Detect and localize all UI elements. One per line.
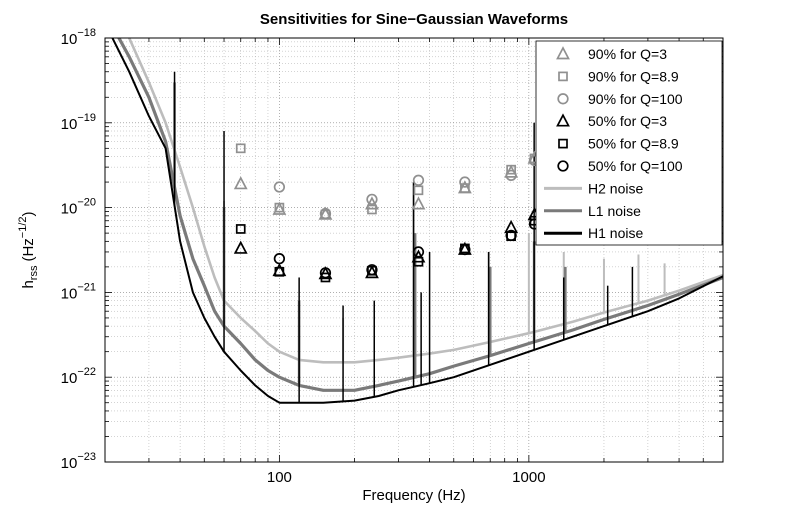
90pct-for-q-100-point <box>505 169 517 182</box>
legend-label: H2 noise <box>588 180 643 196</box>
y-tick-label: 10−23 <box>61 451 96 472</box>
plot-area <box>111 38 723 404</box>
50pct-for-q-100-point <box>273 253 286 265</box>
y-axis-label: hrss (Hz−1/2) <box>17 211 40 288</box>
90pct-for-q-100-point <box>319 207 332 220</box>
90pct-for-q-8-9-point <box>235 143 246 154</box>
50pct-for-q-100-point <box>459 243 471 256</box>
legend-square-swatch <box>558 138 568 149</box>
y-tick-base: 10 <box>61 31 78 48</box>
legend-item: 50% for Q=3 <box>556 113 667 129</box>
y-tick-base: 10 <box>61 370 78 387</box>
90pct-for-q-8-9-point <box>506 164 516 175</box>
legend-item: 50% for Q=100 <box>557 158 683 174</box>
x-axis-label: Frequency (Hz) <box>362 487 465 504</box>
legend-label: H1 noise <box>588 225 643 241</box>
y-tick-exponent: −18 <box>77 27 96 39</box>
90pct-for-q-8-9-point <box>460 183 470 193</box>
y-label-exp: −1/2 <box>17 216 29 238</box>
legend-item: 90% for Q=8.9 <box>558 68 679 84</box>
50pct-for-q-8-9-point <box>320 272 331 283</box>
y-tick-base: 10 <box>61 116 78 133</box>
90pct-for-q-100-point <box>273 181 286 193</box>
y-label-sub: rss <box>28 265 40 280</box>
90pct-for-q-3-point <box>411 196 426 210</box>
legend: 90% for Q=3 90% for Q=8.9 90% for Q=100 50%… <box>535 40 723 246</box>
plot-frame <box>104 37 724 463</box>
legend-label: 50% for Q=100 <box>588 158 683 174</box>
legend-label: L1 noise <box>588 203 641 219</box>
50pct-for-q-100-point <box>366 264 378 276</box>
90pct-for-q-8-9-point <box>274 202 285 213</box>
y-label-close: ) <box>20 211 37 216</box>
90pct-for-q-8-9-point <box>367 204 377 215</box>
50pct-for-q-100-series <box>273 218 541 279</box>
50pct-for-q-100-point <box>412 246 425 258</box>
legend-triangle-swatch <box>556 46 570 60</box>
legend-item: 90% for Q=100 <box>557 91 683 107</box>
y-tick-exponent: −21 <box>77 281 96 293</box>
legend-item: H2 noise <box>544 180 643 196</box>
50pct-for-q-8-9-point <box>274 266 285 277</box>
y-tick-exponent: −20 <box>77 197 96 209</box>
y-tick-base: 10 <box>61 201 78 218</box>
90pct-for-q-3-point <box>233 176 248 190</box>
90pct-for-q-100-series <box>273 154 541 220</box>
legend-label: 90% for Q=8.9 <box>588 68 679 84</box>
y-tick-exponent: −22 <box>77 366 96 378</box>
y-tick-label: 10−18 <box>61 27 96 48</box>
x-tick-label: 100 <box>267 469 292 486</box>
y-tick-label: 10−21 <box>61 281 96 302</box>
legend-triangle-swatch <box>556 113 570 127</box>
y-tick-label: 10−20 <box>61 197 96 218</box>
legend-item: 90% for Q=3 <box>556 46 667 62</box>
legend-item: 50% for Q=8.9 <box>558 136 679 152</box>
y-tick-exponent: −23 <box>77 451 96 463</box>
legend-label: 90% for Q=100 <box>588 91 683 107</box>
50pct-for-q-100-point <box>319 267 332 279</box>
90pct-for-q-100-point <box>366 193 378 206</box>
90pct-for-q-100-point <box>459 176 471 188</box>
50pct-for-q-100-point <box>505 229 517 242</box>
legend-circle-swatch <box>557 93 569 105</box>
90pct-for-q-8-9-point <box>413 185 424 196</box>
y-tick-label: 10−22 <box>61 366 96 387</box>
legend-label: 50% for Q=3 <box>588 113 667 129</box>
y-label-main: h <box>20 280 37 288</box>
90pct-for-q-100-point <box>412 174 425 186</box>
50pct-for-q-3-point <box>365 265 379 279</box>
legend-square-swatch <box>558 71 568 82</box>
legend-label: 50% for Q=8.9 <box>588 136 679 152</box>
y-label-unit: (Hz <box>20 238 37 261</box>
x-tick-label: 1000 <box>512 469 545 486</box>
50pct-for-q-8-9-point <box>235 224 246 234</box>
y-tick-base: 10 <box>61 285 78 302</box>
50pct-for-q-8-9-point <box>413 256 424 267</box>
legend-item: H1 noise <box>544 225 643 241</box>
chart-title: Sensitivities for Sine−Gaussian Waveform… <box>260 11 568 28</box>
h1-noise-series <box>111 38 723 404</box>
legend-label: 90% for Q=3 <box>588 46 667 62</box>
y-tick-label: 10−19 <box>61 112 96 133</box>
50pct-for-q-3-point <box>233 240 248 254</box>
y-tick-base: 10 <box>61 455 78 472</box>
legend-circle-swatch <box>557 160 569 172</box>
90pct-for-q-3-point <box>272 201 287 215</box>
y-tick-exponent: −19 <box>77 112 96 124</box>
legend-item: L1 noise <box>544 203 641 219</box>
